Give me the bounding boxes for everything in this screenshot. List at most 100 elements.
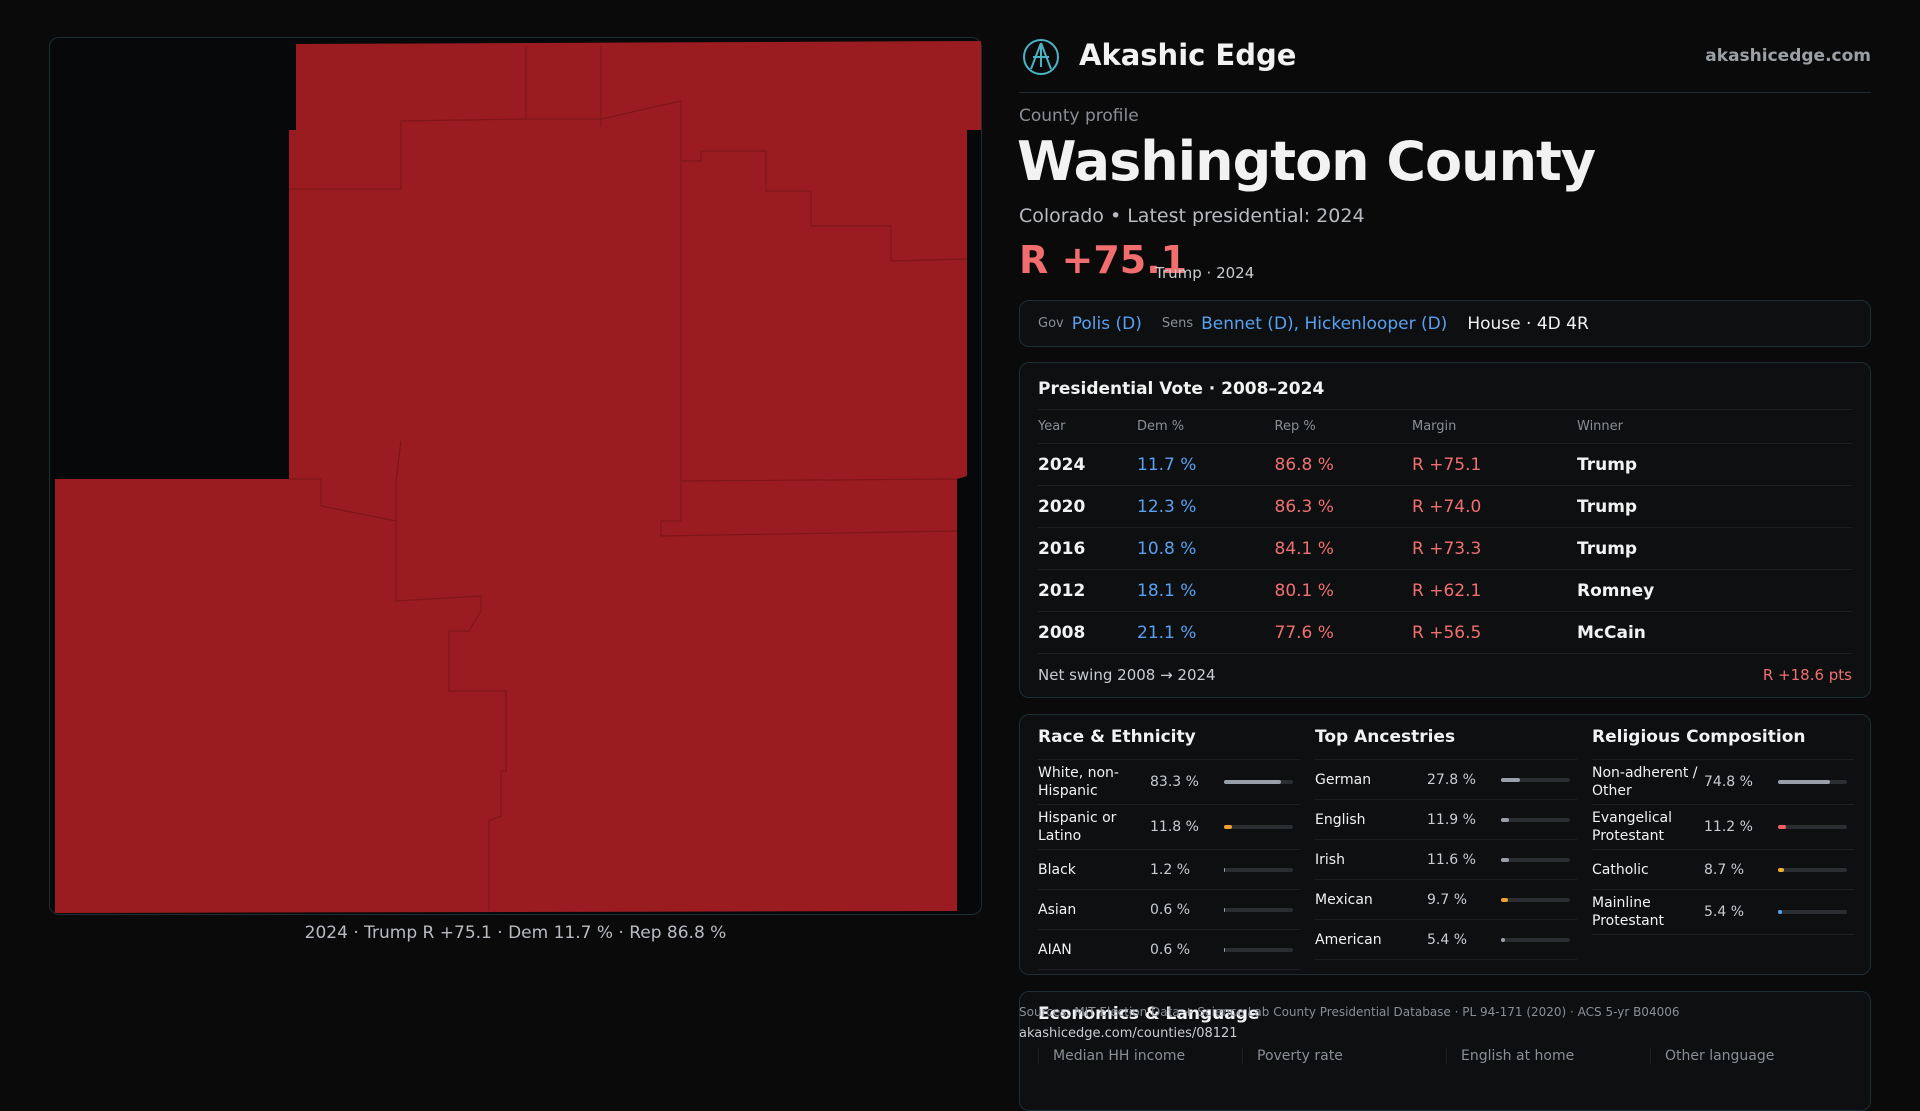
item-value: 11.9 % bbox=[1427, 812, 1501, 828]
item-name: Asian bbox=[1038, 901, 1150, 919]
bar-track bbox=[1224, 780, 1293, 784]
stat-label: English at home bbox=[1446, 1048, 1650, 1064]
bar-track bbox=[1224, 868, 1293, 872]
vote-cell: 2016 bbox=[1038, 528, 1137, 570]
bar-track bbox=[1224, 825, 1293, 829]
vote-cell: 84.1 % bbox=[1275, 528, 1413, 570]
bar bbox=[1501, 858, 1509, 862]
presidential-title: Presidential Vote · 2008–2024 bbox=[1038, 377, 1852, 410]
item-name: Irish bbox=[1315, 851, 1427, 869]
section-title: Race & Ethnicity bbox=[1038, 727, 1300, 760]
bar bbox=[1501, 898, 1508, 902]
item-name: American bbox=[1315, 931, 1427, 949]
item-name: Mainline Protestant bbox=[1592, 894, 1704, 930]
vote-cell: R +73.3 bbox=[1412, 528, 1577, 570]
section-title: Religious Composition bbox=[1592, 727, 1854, 760]
bar bbox=[1501, 938, 1505, 942]
section-title: Top Ancestries bbox=[1315, 727, 1577, 760]
bar-track bbox=[1501, 858, 1570, 862]
bar bbox=[1778, 780, 1830, 784]
bar-track bbox=[1501, 898, 1570, 902]
vote-cell: 2024 bbox=[1038, 444, 1137, 486]
subtitle: Colorado • Latest presidential: 2024 bbox=[1019, 205, 1365, 227]
vote-cell: 77.6 % bbox=[1275, 612, 1413, 654]
vote-cell: 2012 bbox=[1038, 570, 1137, 612]
divider bbox=[1019, 92, 1871, 93]
county-map[interactable] bbox=[1, 1, 934, 879]
item-value: 1.2 % bbox=[1150, 862, 1224, 878]
sources: Sources: MIT Election Data + Science Lab… bbox=[1019, 1005, 1679, 1019]
bar-track bbox=[1778, 780, 1847, 784]
senators[interactable]: Bennet (D), Hickenlooper (D) bbox=[1201, 314, 1447, 334]
vote-cell: 86.8 % bbox=[1275, 444, 1413, 486]
column-header: Year bbox=[1038, 410, 1137, 444]
item-value: 74.8 % bbox=[1704, 774, 1778, 790]
item-value: 0.6 % bbox=[1150, 902, 1224, 918]
column-header: Dem % bbox=[1137, 410, 1275, 444]
item-name: Non-adherent / Other bbox=[1592, 764, 1704, 800]
item-name: Mexican bbox=[1315, 891, 1427, 909]
swing-row: Net swing 2008 → 2024 R +18.6 pts bbox=[1038, 666, 1852, 684]
bar bbox=[1778, 868, 1784, 872]
bar bbox=[1224, 868, 1225, 872]
logo[interactable] bbox=[1021, 37, 1061, 77]
column-header: Rep % bbox=[1275, 410, 1413, 444]
bar-track bbox=[1778, 825, 1847, 829]
sens-label: Sens bbox=[1162, 316, 1193, 331]
vote-cell: Trump bbox=[1577, 528, 1852, 570]
vote-cell: 10.8 % bbox=[1137, 528, 1275, 570]
item-name: Hispanic or Latino bbox=[1038, 809, 1150, 845]
item-name: English bbox=[1315, 811, 1427, 829]
governor[interactable]: Polis (D) bbox=[1072, 314, 1142, 334]
house: House · 4D 4R bbox=[1467, 314, 1588, 334]
item-value: 5.4 % bbox=[1704, 904, 1778, 920]
county-title: Washington County bbox=[1017, 130, 1595, 193]
vote-cell: R +62.1 bbox=[1412, 570, 1577, 612]
vote-cell: 21.1 % bbox=[1137, 612, 1275, 654]
bar-track bbox=[1501, 818, 1570, 822]
item-value: 9.7 % bbox=[1427, 892, 1501, 908]
site-url[interactable]: akashicedge.com bbox=[1705, 46, 1871, 66]
page: 2024 · Trump R +75.1 · Dem 11.7 % · Rep … bbox=[0, 0, 1920, 1080]
officials: Gov Polis (D) Sens Bennet (D), Hickenloo… bbox=[1019, 300, 1871, 347]
bar bbox=[1501, 818, 1509, 822]
item-name: Catholic bbox=[1592, 861, 1704, 879]
bar-track bbox=[1224, 908, 1293, 912]
item-value: 0.6 % bbox=[1150, 942, 1224, 958]
bar bbox=[1778, 910, 1782, 914]
item-name: AIAN bbox=[1038, 941, 1150, 959]
vote-cell: R +74.0 bbox=[1412, 486, 1577, 528]
bar bbox=[1501, 778, 1520, 782]
item-name: German bbox=[1315, 771, 1427, 789]
vote-cell: 12.3 % bbox=[1137, 486, 1275, 528]
bar-track bbox=[1501, 778, 1570, 782]
brand[interactable]: Akashic Edge bbox=[1079, 38, 1296, 72]
vote-cell: 2020 bbox=[1038, 486, 1137, 528]
item-value: 27.8 % bbox=[1427, 772, 1501, 788]
vote-cell: Romney bbox=[1577, 570, 1852, 612]
bar-track bbox=[1778, 868, 1847, 872]
item-name: White, non-Hispanic bbox=[1038, 764, 1150, 800]
bar-track bbox=[1224, 948, 1293, 952]
source-url[interactable]: akashicedge.com/counties/08121 bbox=[1019, 1026, 1238, 1041]
county-shape[interactable] bbox=[55, 41, 981, 913]
vote-cell: Trump bbox=[1577, 486, 1852, 528]
bar bbox=[1224, 780, 1281, 784]
item-value: 11.6 % bbox=[1427, 852, 1501, 868]
